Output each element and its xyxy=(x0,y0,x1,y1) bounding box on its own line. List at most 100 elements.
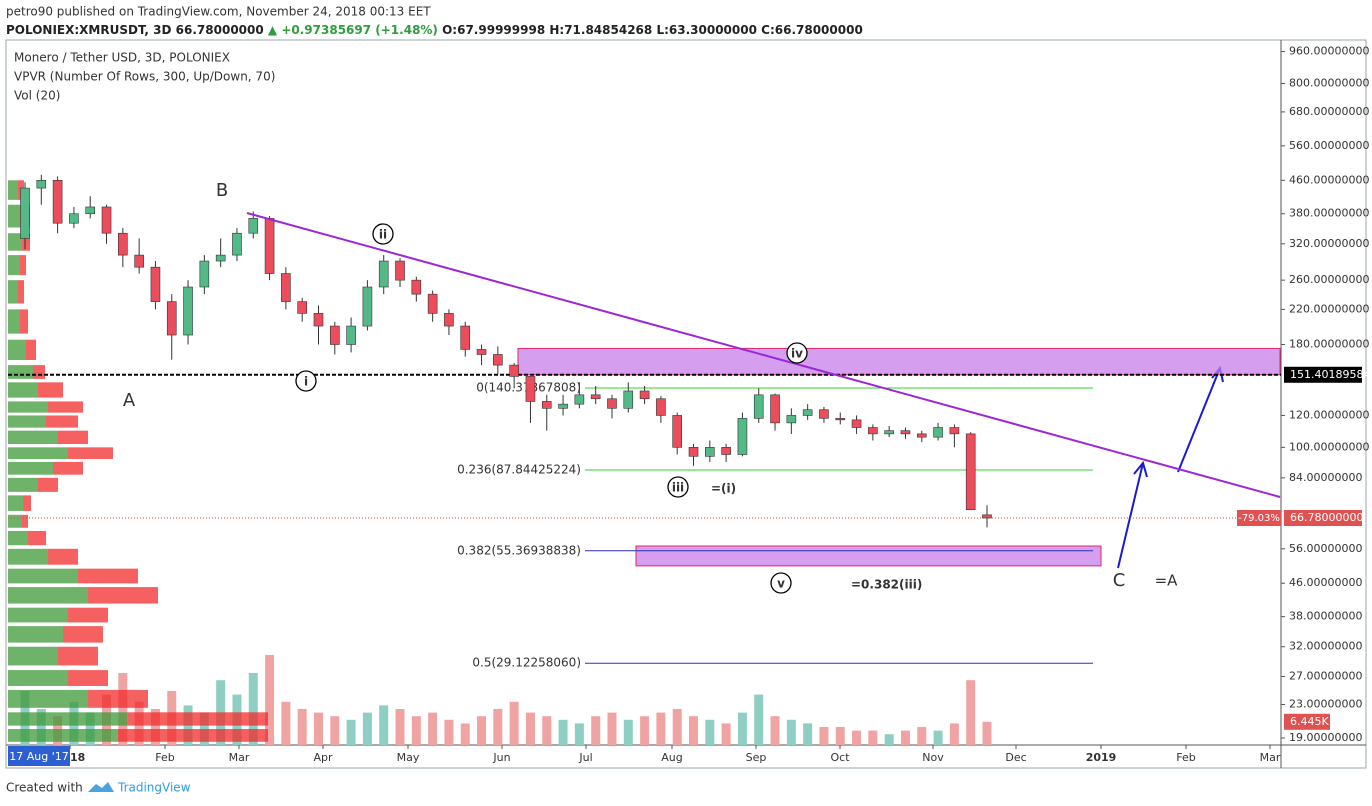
candle-body xyxy=(150,266,161,302)
wave-label: =A xyxy=(1155,572,1179,590)
candle-body xyxy=(329,325,340,345)
candle-body xyxy=(851,419,862,428)
header-part: L:63.30000000 xyxy=(656,23,757,37)
vpvr-down xyxy=(38,477,58,492)
price-tag xyxy=(1284,510,1362,526)
candle-body xyxy=(444,313,454,327)
vpvr-down xyxy=(46,415,78,428)
vpvr-down xyxy=(118,728,268,742)
vpvr-down xyxy=(22,514,28,528)
volume-bar xyxy=(835,727,845,745)
volume-bar xyxy=(770,716,780,745)
volume-bar xyxy=(85,712,95,745)
volume-bar xyxy=(803,723,813,745)
candle-body xyxy=(183,286,193,336)
vpvr-up xyxy=(8,607,68,623)
candle-body xyxy=(427,293,438,314)
zone xyxy=(635,545,1102,567)
candle-body xyxy=(101,206,112,234)
candle-body xyxy=(215,254,226,262)
footer-brand[interactable]: TradingView xyxy=(117,781,191,795)
change-label: -79.03% xyxy=(1238,513,1280,524)
header-part: POLONIEX:XMRUSDT, 3D xyxy=(6,23,172,37)
symbol-text: POLONIEX:XMRUSDT, 3D 66.78000000 ▲ +0.97… xyxy=(6,23,863,37)
x-tick-label: Nov xyxy=(922,751,944,764)
x-tick-label: Feb xyxy=(155,751,174,764)
vpvr-up xyxy=(8,495,23,511)
vpvr-down xyxy=(53,461,83,475)
candle-body xyxy=(313,313,324,327)
vpvr-down xyxy=(78,568,138,584)
fib-label: 0.5(29.12258060) xyxy=(472,656,581,670)
candle-body xyxy=(69,213,79,224)
candle-body xyxy=(493,354,503,366)
x-tick-label: Dec xyxy=(1005,751,1026,764)
candle-body xyxy=(639,390,650,400)
vpvr-up xyxy=(8,728,118,742)
y-tick-label: 84.00000000 xyxy=(1289,471,1362,484)
y-tick-label: 23.00000000 xyxy=(1289,698,1362,711)
volume-bar xyxy=(150,709,160,745)
vpvr-up xyxy=(8,365,33,379)
candle-body xyxy=(737,418,748,455)
volume-bar xyxy=(640,716,650,745)
x-tick-label: Aug xyxy=(661,751,682,764)
candle-body xyxy=(835,418,846,421)
volume-bar xyxy=(917,727,927,745)
header-part: ▲ +0.97385697 (+1.48%) xyxy=(268,23,438,37)
arrow-head xyxy=(1133,460,1148,478)
vpvr-down xyxy=(58,646,98,666)
vpvr-up xyxy=(8,587,88,604)
header-part: O:67.99999998 xyxy=(442,23,545,37)
candle-body xyxy=(525,376,536,402)
candle-body xyxy=(574,394,585,405)
vpvr-up xyxy=(8,204,20,228)
volume-bar xyxy=(786,719,796,745)
volume-bar xyxy=(36,709,46,745)
candle-body xyxy=(656,398,666,416)
vpvr-up xyxy=(8,280,18,304)
vpvr-up xyxy=(8,401,48,413)
y-tick-label: 120.00000000 xyxy=(1289,408,1369,421)
arrow xyxy=(1117,462,1144,569)
vpvr-up xyxy=(8,339,26,361)
vpvr-down xyxy=(58,430,88,445)
y-tick-label: 220.00000000 xyxy=(1289,302,1369,315)
vpvr-down xyxy=(20,309,28,334)
volume-bar xyxy=(297,709,307,745)
vpvr-up xyxy=(8,382,38,398)
volume-bar xyxy=(900,730,910,745)
y-tick-label: 19.00000000 xyxy=(1289,731,1362,744)
vpvr-down xyxy=(68,607,108,623)
volume-bar xyxy=(558,719,568,745)
volume-bar xyxy=(884,734,894,745)
vpvr-down xyxy=(18,280,24,304)
volume-label: 6.445K xyxy=(1290,715,1329,728)
arrow xyxy=(1177,367,1221,473)
candle-body xyxy=(281,273,291,302)
candle-body xyxy=(166,301,177,336)
volume-bar xyxy=(966,680,976,745)
y-tick-label: 560.00000000 xyxy=(1289,139,1369,152)
candle-body xyxy=(753,394,764,419)
y-tick-label: 56.00000000 xyxy=(1289,542,1362,555)
vpvr-down xyxy=(48,548,78,565)
volume-bar xyxy=(281,701,291,745)
volume-bar xyxy=(428,712,438,745)
y-tick-label: 100.00000000 xyxy=(1289,440,1369,453)
header-part: H:71.84854268 xyxy=(549,23,652,37)
y-tick-label: 460.00000000 xyxy=(1289,173,1369,186)
wave-label: i xyxy=(304,375,308,389)
wave-circle xyxy=(786,342,808,364)
volume-bar xyxy=(852,730,862,745)
zone xyxy=(517,347,1281,376)
volume-bar xyxy=(705,719,715,745)
vpvr-down xyxy=(63,626,103,643)
y-tick-label: 800.00000000 xyxy=(1289,76,1369,89)
wave-label: iii xyxy=(672,481,684,495)
candle-body xyxy=(933,427,943,438)
vpvr-up xyxy=(8,430,58,445)
vpvr-up xyxy=(8,568,78,584)
volume-bar xyxy=(672,709,682,745)
vpvr-down xyxy=(48,401,83,413)
